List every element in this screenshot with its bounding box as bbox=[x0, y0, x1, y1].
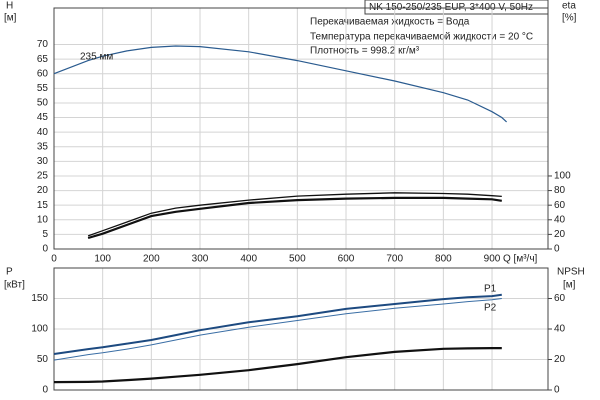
curve bbox=[53, 347, 502, 384]
y-tick-label: 70 bbox=[37, 39, 49, 50]
curve-label: P2 bbox=[484, 303, 497, 314]
title-box bbox=[364, 0, 549, 15]
y-tick-label: 10 bbox=[37, 214, 49, 225]
y2-tick-label: 60 bbox=[554, 293, 566, 304]
x-tick-label: 500 bbox=[289, 254, 306, 265]
y-tick-label: 0 bbox=[42, 244, 48, 255]
annotation: Температура перекачиваемой жидкости = 20… bbox=[310, 32, 533, 43]
x-tick-label: 800 bbox=[435, 254, 452, 265]
curve-label: 235 мм bbox=[80, 52, 113, 63]
x-tick-label: 0 bbox=[51, 254, 57, 265]
y2-tick-label: 20 bbox=[554, 354, 566, 365]
y2-tick-label: 100 bbox=[554, 171, 571, 182]
curve bbox=[87, 196, 502, 240]
plot-frame bbox=[53, 267, 549, 391]
y2-tick-label: 0 bbox=[554, 385, 560, 396]
y-unit: [м] bbox=[4, 13, 17, 24]
x-tick-label: 600 bbox=[338, 254, 355, 265]
y-tick-label: 65 bbox=[37, 54, 49, 65]
y-tick-label: 150 bbox=[31, 293, 48, 304]
y2-tick-label: 40 bbox=[554, 324, 566, 335]
x-tick-label: 100 bbox=[94, 254, 111, 265]
y-tick-label: 40 bbox=[37, 127, 49, 138]
x-label: Q [м³/ч] bbox=[503, 254, 538, 265]
y2-tick-label: 60 bbox=[554, 200, 566, 211]
y2-unit: [м] bbox=[563, 280, 576, 291]
y-tick-label: 20 bbox=[37, 185, 49, 196]
y-tick-label: 60 bbox=[37, 68, 49, 79]
x-tick-label: 200 bbox=[143, 254, 160, 265]
x-tick-label: 900 bbox=[484, 254, 501, 265]
y-tick-label: 50 bbox=[37, 354, 49, 365]
y2-tick-label: 40 bbox=[554, 214, 566, 225]
y2-tick-label: 80 bbox=[554, 185, 566, 196]
annotation: Перекачиваемая жидкость = Вода bbox=[310, 17, 470, 28]
curve bbox=[87, 192, 502, 237]
y-tick-label: 55 bbox=[37, 83, 49, 94]
y2-tick-label: 20 bbox=[554, 229, 566, 240]
y-tick-label: 5 bbox=[42, 229, 48, 240]
x-tick-label: 700 bbox=[386, 254, 403, 265]
y-tick-label: 0 bbox=[42, 385, 48, 396]
x-tick-label: 400 bbox=[240, 254, 257, 265]
curve bbox=[53, 45, 508, 123]
x-tick-label: 300 bbox=[192, 254, 209, 265]
y-tick-label: 25 bbox=[37, 171, 49, 182]
curve bbox=[53, 293, 502, 355]
y2-label: eta bbox=[562, 1, 576, 12]
y-tick-label: 100 bbox=[31, 324, 48, 335]
curve-label: P1 bbox=[484, 284, 497, 295]
annotation: Плотность = 998.2 кг/м³ bbox=[310, 46, 420, 57]
y-unit: [кВт] bbox=[4, 280, 25, 291]
y-tick-label: 15 bbox=[37, 200, 49, 211]
y2-unit: [%] bbox=[562, 13, 577, 24]
y-tick-label: 30 bbox=[37, 156, 49, 167]
y2-tick-label: 0 bbox=[554, 244, 560, 255]
y2-label: NPSH bbox=[557, 267, 585, 278]
y-tick-label: 35 bbox=[37, 141, 49, 152]
y-tick-label: 45 bbox=[37, 112, 49, 123]
plot-frame bbox=[53, 7, 549, 250]
y-label: H bbox=[6, 1, 13, 12]
y-label: P bbox=[6, 267, 13, 278]
y-tick-label: 50 bbox=[37, 98, 49, 109]
curve bbox=[53, 298, 502, 361]
